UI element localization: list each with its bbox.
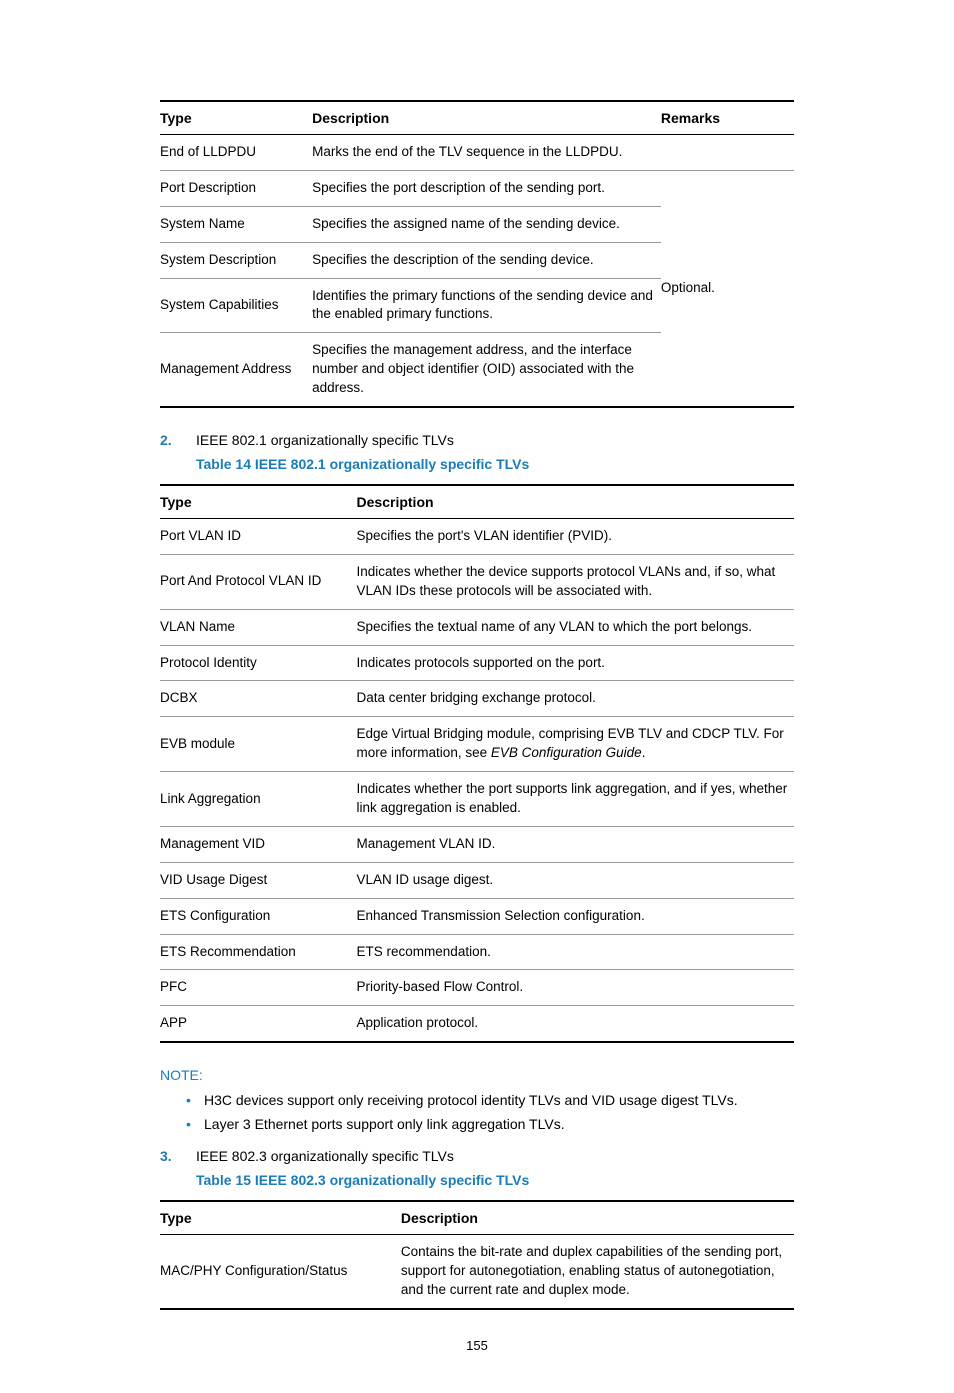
bullet-dot-icon: • [186, 1091, 204, 1109]
table-cell-type: System Description [160, 242, 312, 278]
bullet-dot-icon: • [186, 1115, 204, 1133]
table-basic-tlvs: Type Description Remarks End of LLDPDUMa… [160, 100, 794, 408]
table-cell-type: VLAN Name [160, 609, 357, 645]
note-label: NOTE: [160, 1067, 794, 1083]
col-header: Type [160, 101, 312, 135]
table-cell-desc: Application protocol. [357, 1006, 794, 1042]
table-cell-desc: Specifies the textual name of any VLAN t… [357, 609, 794, 645]
table-cell-remarks: Optional. [661, 170, 794, 407]
list-text: IEEE 802.3 organizationally specific TLV… [196, 1148, 454, 1164]
table-cell-type: System Capabilities [160, 278, 312, 333]
table-cell-type: PFC [160, 970, 357, 1006]
col-header: Remarks [661, 101, 794, 135]
table-cell-type: APP [160, 1006, 357, 1042]
table-cell-type: Port VLAN ID [160, 519, 357, 555]
table-cell-desc: Priority-based Flow Control. [357, 970, 794, 1006]
col-header: Type [160, 485, 357, 519]
list-number: 2. [160, 432, 196, 448]
table-cell-desc: Data center bridging exchange protocol. [357, 681, 794, 717]
table-8023-tlvs: Type Description MAC/PHY Configuration/S… [160, 1200, 794, 1310]
table-cell-desc: Identifies the primary functions of the … [312, 278, 661, 333]
bullet-item: •H3C devices support only receiving prot… [186, 1091, 794, 1111]
table-cell-desc: Specifies the description of the sending… [312, 242, 661, 278]
table-cell-desc: Specifies the port description of the se… [312, 170, 661, 206]
table-cell-type: VID Usage Digest [160, 862, 357, 898]
table-cell-desc: Indicates whether the device supports pr… [357, 554, 794, 609]
table-cell-desc: ETS recommendation. [357, 934, 794, 970]
table-cell-desc: Enhanced Transmission Selection configur… [357, 898, 794, 934]
table-cell-desc: Specifies the assigned name of the sendi… [312, 206, 661, 242]
table-cell-type: Protocol Identity [160, 645, 357, 681]
table-cell-desc: Marks the end of the TLV sequence in the… [312, 135, 661, 171]
table-cell-remarks [661, 135, 794, 171]
list-item-3: 3. IEEE 802.3 organizationally specific … [160, 1148, 794, 1164]
table-cell-type: System Name [160, 206, 312, 242]
table-cell-desc: Management VLAN ID. [357, 826, 794, 862]
col-header: Type [160, 1201, 401, 1235]
page-number: 155 [160, 1338, 794, 1353]
table-cell-type: Port And Protocol VLAN ID [160, 554, 357, 609]
table-cell-type: DCBX [160, 681, 357, 717]
table-cell-desc: Indicates whether the port supports link… [357, 772, 794, 827]
table-cell-type: EVB module [160, 717, 357, 772]
list-item-2: 2. IEEE 802.1 organizationally specific … [160, 432, 794, 448]
table-cell-type: ETS Recommendation [160, 934, 357, 970]
table-cell-desc: Edge Virtual Bridging module, comprising… [357, 717, 794, 772]
table-cell-desc: VLAN ID usage digest. [357, 862, 794, 898]
table-cell-type: MAC/PHY Configuration/Status [160, 1235, 401, 1309]
table-cell-desc: Indicates protocols supported on the por… [357, 645, 794, 681]
table-cell-desc: Specifies the management address, and th… [312, 333, 661, 407]
list-text: IEEE 802.1 organizationally specific TLV… [196, 432, 454, 448]
page-container: Type Description Remarks End of LLDPDUMa… [0, 0, 954, 1393]
list-number: 3. [160, 1148, 196, 1164]
table-caption-14: Table 14 IEEE 802.1 organizationally spe… [196, 456, 794, 472]
bullet-text: H3C devices support only receiving proto… [204, 1091, 738, 1111]
table-cell-type: Port Description [160, 170, 312, 206]
table-cell-type: Management Address [160, 333, 312, 407]
note-bullets: •H3C devices support only receiving prot… [186, 1091, 794, 1134]
table-cell-desc: Specifies the port's VLAN identifier (PV… [357, 519, 794, 555]
bullet-item: •Layer 3 Ethernet ports support only lin… [186, 1115, 794, 1135]
table-cell-type: End of LLDPDU [160, 135, 312, 171]
table-cell-type: ETS Configuration [160, 898, 357, 934]
table-8021-tlvs: Type Description Port VLAN IDSpecifies t… [160, 484, 794, 1043]
col-header: Description [401, 1201, 794, 1235]
table-cell-desc: Contains the bit-rate and duplex capabil… [401, 1235, 794, 1309]
bullet-text: Layer 3 Ethernet ports support only link… [204, 1115, 565, 1135]
table-cell-type: Link Aggregation [160, 772, 357, 827]
table-cell-type: Management VID [160, 826, 357, 862]
table-caption-15: Table 15 IEEE 802.3 organizationally spe… [196, 1172, 794, 1188]
col-header: Description [312, 101, 661, 135]
col-header: Description [357, 485, 794, 519]
